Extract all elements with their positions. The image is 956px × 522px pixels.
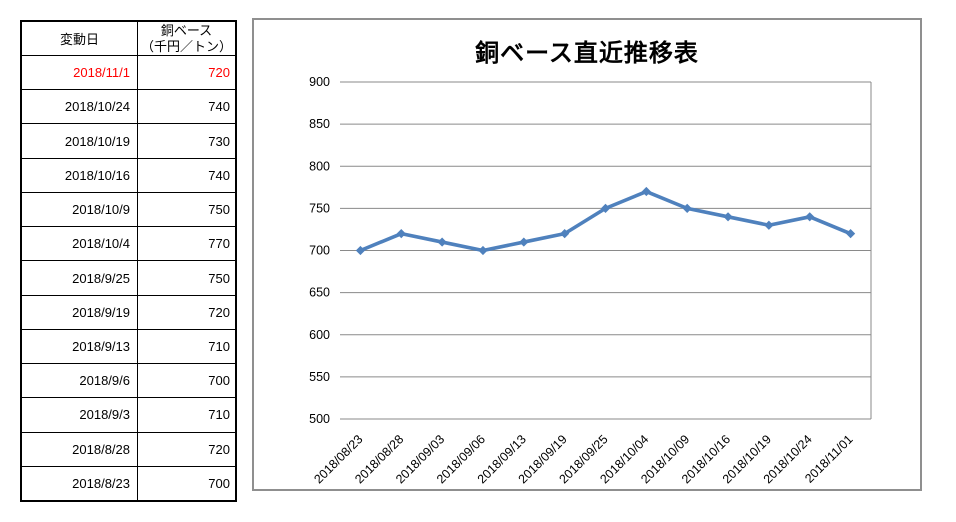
header-value-line2: （千円／トン） xyxy=(140,38,232,54)
table-row: 2018/10/19 730 xyxy=(22,123,235,158)
table-row: 2018/10/4 770 xyxy=(22,226,235,261)
cell-date[interactable]: 2018/8/28 xyxy=(72,441,130,457)
chart-title: 銅ベース直近推移表 xyxy=(475,40,699,67)
table-row: 2018/9/25 750 xyxy=(22,260,235,295)
cell-value[interactable]: 700 xyxy=(137,364,235,398)
cell-date[interactable]: 2018/10/19 xyxy=(64,133,130,149)
data-point-marker[interactable] xyxy=(723,212,733,222)
cell-date[interactable]: 2018/10/16 xyxy=(64,167,130,183)
table-row: 2018/10/9 750 xyxy=(22,191,235,227)
data-point-marker[interactable] xyxy=(600,203,611,213)
cell-value[interactable]: 730 xyxy=(137,124,235,158)
price-table: 変動日 銅ベース （千円／トン） 2018/11/1 720 2018/10/24 7… xyxy=(20,20,237,502)
y-tick-label: 750 xyxy=(309,201,330,215)
table-row: 2018/9/19 720 xyxy=(22,294,235,329)
cell-date[interactable]: 2018/11/1 xyxy=(73,65,130,81)
y-tick-label: 600 xyxy=(309,328,330,342)
cell-date[interactable]: 2018/10/4 xyxy=(72,236,130,252)
cell-value[interactable]: 720 xyxy=(137,432,235,466)
cell-date[interactable]: 2018/10/24 xyxy=(64,99,130,115)
y-tick-label: 700 xyxy=(309,244,330,258)
table-row: 2018/10/24 740 xyxy=(22,89,235,124)
data-point-marker[interactable] xyxy=(805,212,815,222)
cell-date[interactable]: 2018/9/19 xyxy=(72,304,130,320)
table-row: 2018/9/3 710 xyxy=(22,397,235,432)
table-row: 2018/11/1 720 xyxy=(22,55,235,90)
cell-value[interactable]: 720 xyxy=(137,56,235,90)
data-point-marker[interactable] xyxy=(396,229,406,239)
y-tick-label: 800 xyxy=(309,159,330,173)
cell-value[interactable]: 710 xyxy=(137,329,235,364)
data-point-marker[interactable] xyxy=(845,229,856,239)
cell-date[interactable]: 2018/9/25 xyxy=(72,270,130,286)
cell-value[interactable]: 720 xyxy=(137,295,235,329)
cell-value[interactable]: 750 xyxy=(137,261,235,295)
cell-date[interactable]: 2018/10/9 xyxy=(72,202,130,218)
cell-value[interactable]: 700 xyxy=(137,466,235,501)
cell-value[interactable]: 710 xyxy=(137,398,235,432)
cell-date[interactable]: 2018/9/13 xyxy=(72,338,130,354)
data-point-marker[interactable] xyxy=(478,245,488,256)
cell-value[interactable]: 750 xyxy=(137,192,235,227)
table-row: 2018/9/13 710 xyxy=(22,328,235,364)
y-tick-label: 900 xyxy=(309,75,330,89)
y-tick-label: 550 xyxy=(309,370,330,384)
cell-date[interactable]: 2018/9/3 xyxy=(79,407,130,423)
header-value-line1: 銅ベース xyxy=(160,22,213,38)
cell-value[interactable]: 770 xyxy=(137,227,235,261)
data-point-marker[interactable] xyxy=(764,220,774,230)
chart[interactable]: 銅ベース直近推移表 900 850 800 750 700 650 600 550 500 201… xyxy=(252,18,922,491)
cell-date[interactable]: 2018/8/23 xyxy=(72,475,130,491)
table-row: 2018/9/6 700 xyxy=(22,363,235,398)
data-point-marker[interactable] xyxy=(437,237,447,247)
table-row: 2018/8/23 700 xyxy=(22,465,235,501)
header-date-label: 変動日 xyxy=(59,32,99,47)
table-header-row: 変動日 銅ベース （千円／トン） xyxy=(22,22,235,55)
header-value: 銅ベース （千円／トン） xyxy=(137,22,235,55)
data-point-marker[interactable] xyxy=(560,229,570,239)
table-row: 2018/8/28 720 xyxy=(22,431,235,466)
y-tick-label: 500 xyxy=(309,412,330,426)
data-point-marker[interactable] xyxy=(682,203,692,213)
data-point-marker[interactable] xyxy=(641,186,651,197)
line-chart-canvas: 9008508007507006506005505002018/08/23201… xyxy=(309,75,872,486)
y-tick-label: 650 xyxy=(309,286,330,300)
data-point-marker[interactable] xyxy=(519,237,529,247)
y-tick-label: 850 xyxy=(309,117,330,131)
table-row: 2018/10/16 740 xyxy=(22,157,235,192)
series-line[interactable] xyxy=(359,189,852,253)
cell-value[interactable]: 740 xyxy=(137,90,235,124)
cell-value[interactable]: 740 xyxy=(137,158,235,192)
cell-date[interactable]: 2018/9/6 xyxy=(79,373,130,389)
header-date: 変動日 xyxy=(22,22,137,55)
